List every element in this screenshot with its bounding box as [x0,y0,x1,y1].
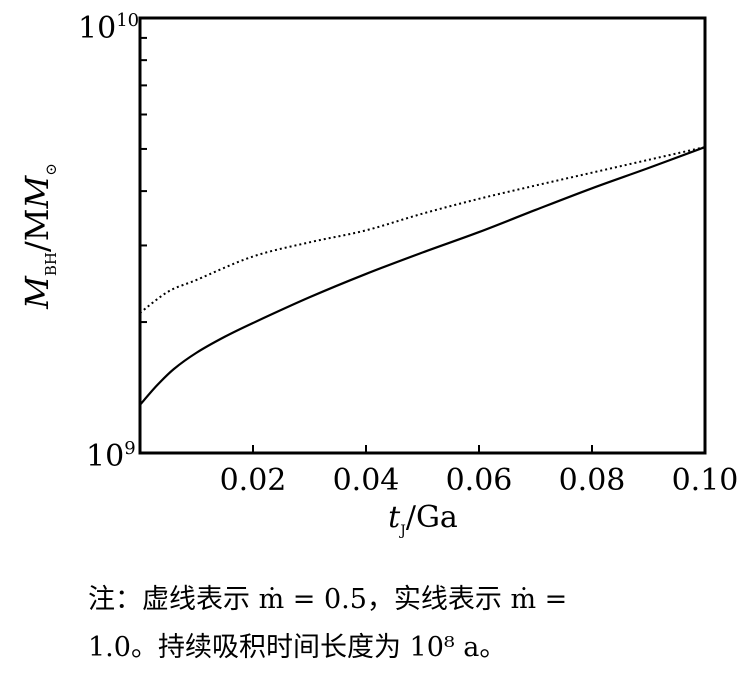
x-tick-label: 0.04 [333,463,400,498]
x-tick-label: 0.06 [446,463,513,498]
y-axis-label: MBH/MM⊙ [18,163,60,310]
x-tick-label: 0.10 [672,463,739,498]
y-tick-label-1e10: 1010 [78,10,139,46]
series-solid-line [139,146,706,406]
caption-line-2: 1.0。持续吸积时间长度为 10⁸ a。 [88,632,507,663]
x-axis-label: tJ/Ga [388,500,458,539]
y-tick-label-1e9: 109 [86,438,136,474]
series-dotted-line [139,146,706,314]
caption-line-1: 注：虚线表示 ṁ = 0.5，实线表示 ṁ = [88,584,568,615]
x-tick-label: 0.02 [220,463,287,498]
plot-frame [138,16,707,455]
x-tick-label: 0.08 [559,463,626,498]
chart: 1010 109 0.02 0.04 0.06 0.08 0.10 tJ/Ga MBH/… [18,10,739,539]
